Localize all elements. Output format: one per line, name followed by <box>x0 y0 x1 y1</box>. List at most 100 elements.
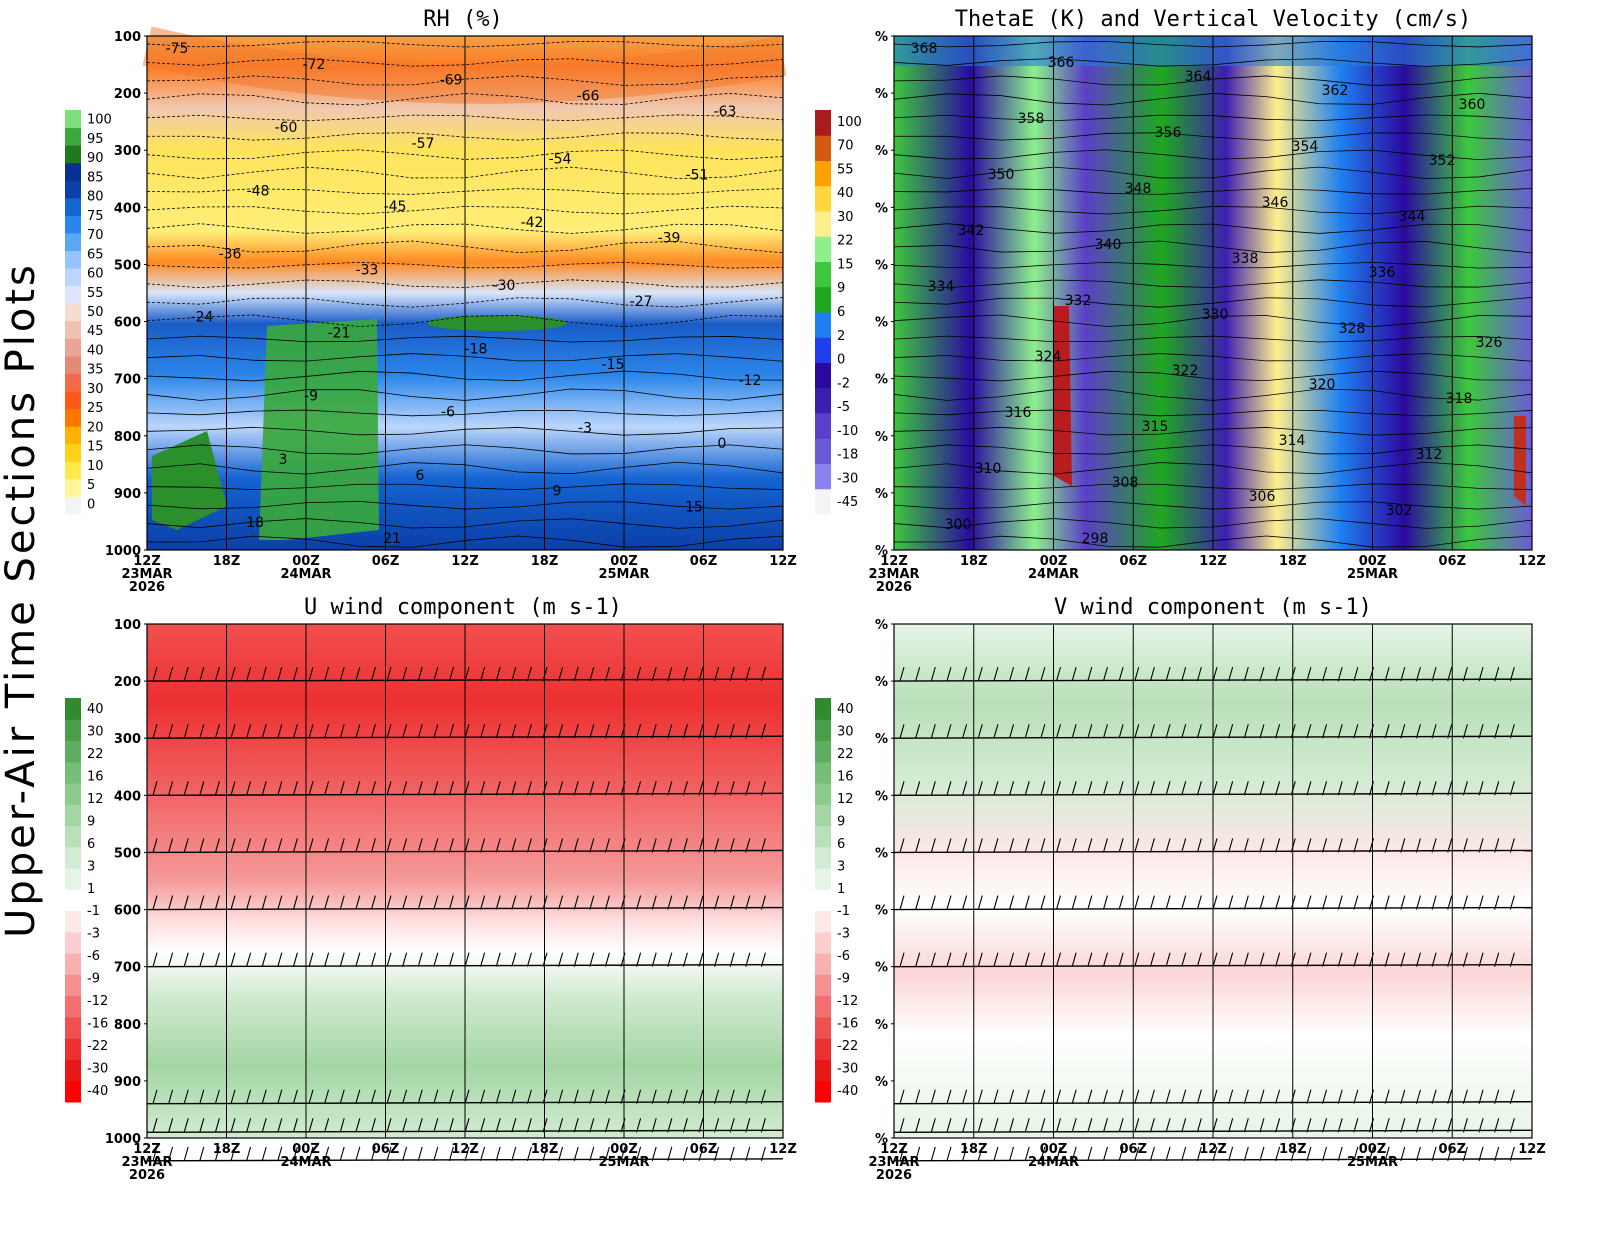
wind-barb <box>1431 1118 1437 1133</box>
wind-barb <box>915 724 921 739</box>
wind-barb <box>1181 1118 1187 1133</box>
colorbar-swatch <box>815 889 831 912</box>
y-tick-label: 100 <box>114 30 141 45</box>
x-tick-label: 18Z <box>531 554 559 569</box>
wind-barb <box>1368 724 1375 739</box>
y-tick-label: % <box>875 732 888 747</box>
wind-barb <box>558 724 564 739</box>
wind-barb <box>1275 1118 1281 1133</box>
isoline <box>146 535 784 548</box>
colorbar-swatch <box>815 783 831 805</box>
colorbar-swatch <box>815 211 831 237</box>
wind-barb <box>1478 666 1484 682</box>
wind-barb <box>464 1118 470 1133</box>
colorbar-label: 9 <box>87 814 95 829</box>
moist-region <box>259 319 379 540</box>
colorbar-label: 1 <box>87 882 95 897</box>
wind-barb <box>636 1118 642 1133</box>
wind-barb <box>152 724 158 739</box>
wind-barb <box>1040 1118 1046 1133</box>
wind-barb <box>542 895 548 910</box>
wind-barb <box>636 838 642 853</box>
colorbar-swatch <box>65 496 81 515</box>
contour-label: 320 <box>1309 377 1336 393</box>
wind-barb <box>1400 1118 1406 1133</box>
colorbar-label: 30 <box>87 382 104 397</box>
wind-barb <box>433 838 439 853</box>
wind-barb <box>682 724 688 739</box>
wind-barb <box>1243 895 1249 910</box>
wind-barb <box>480 838 486 853</box>
isoline <box>893 314 1533 328</box>
wind-barb <box>1071 1118 1077 1133</box>
wind-barb <box>168 1118 174 1133</box>
wind-barb <box>558 1146 564 1161</box>
x-tick-label: 00Z <box>610 554 638 569</box>
wind-barb <box>1055 781 1062 796</box>
wind-barb <box>495 666 501 682</box>
isoline <box>893 205 1533 215</box>
wind-barb <box>729 666 735 682</box>
wind-barb <box>915 895 921 910</box>
contour-label: 324 <box>1035 349 1062 365</box>
wind-barb <box>292 1089 298 1104</box>
colorbar-label: -3 <box>837 927 850 942</box>
wind-barb <box>1149 1146 1155 1161</box>
wind-barb <box>760 838 766 853</box>
wind-barb <box>1290 724 1296 739</box>
wind-barb <box>386 952 392 967</box>
wind-barb <box>946 895 952 910</box>
colorbar-label: -45 <box>837 495 858 510</box>
wind-barb <box>636 724 642 739</box>
wind-barb <box>620 838 626 853</box>
wind-barb <box>1447 1118 1453 1133</box>
y-tick-label: 600 <box>114 316 141 331</box>
wind-barb <box>277 1118 283 1133</box>
wind-barb <box>899 724 905 739</box>
wind-barb <box>402 1118 408 1133</box>
colorbar-label: 75 <box>87 209 104 224</box>
wind-barb <box>604 666 610 682</box>
wind-barb <box>417 1089 423 1104</box>
x-tick-label: 12Z <box>1199 1142 1227 1157</box>
wind-barb <box>526 952 532 967</box>
contour-label: 328 <box>1339 321 1366 337</box>
wind-barb <box>1087 1146 1093 1161</box>
isoline <box>146 58 784 67</box>
wind-barb <box>168 952 174 967</box>
colorbar-swatch <box>65 783 81 805</box>
wind-barb <box>214 895 220 910</box>
isoline <box>146 518 784 529</box>
wind-barb <box>1415 666 1421 682</box>
wind-barb <box>1494 895 1500 910</box>
wind-barb <box>417 1146 423 1161</box>
wind-barb <box>1071 724 1077 739</box>
wind-barb <box>962 781 968 796</box>
wind-barb <box>1134 1146 1140 1161</box>
colorbar-label: 85 <box>87 170 104 185</box>
wind-barb <box>1087 1089 1093 1104</box>
wind-barb <box>1009 1146 1015 1161</box>
wind-barb <box>168 895 174 910</box>
wind-barb <box>729 1118 735 1133</box>
wind-barb <box>745 781 751 796</box>
wind-barb <box>1055 1146 1062 1161</box>
wind-barb <box>667 1146 673 1161</box>
colorbar-swatch <box>65 995 81 1018</box>
wind-barb <box>682 1118 688 1133</box>
wind-barb <box>308 724 314 739</box>
wind-barb <box>183 1089 189 1104</box>
wind-barb <box>698 895 704 910</box>
wind-barb <box>915 1118 921 1133</box>
wind-barb <box>1071 895 1077 910</box>
wind-barb <box>152 838 158 853</box>
isoline <box>146 461 784 475</box>
isoline <box>146 240 784 254</box>
wind-barb <box>433 952 439 967</box>
wind-barb <box>1181 895 1187 910</box>
wind-barb <box>636 952 642 967</box>
wind-barb <box>1165 895 1171 910</box>
wind-barb <box>1149 838 1155 853</box>
wind-barb <box>324 1146 330 1161</box>
wind-barb <box>1228 1146 1234 1161</box>
